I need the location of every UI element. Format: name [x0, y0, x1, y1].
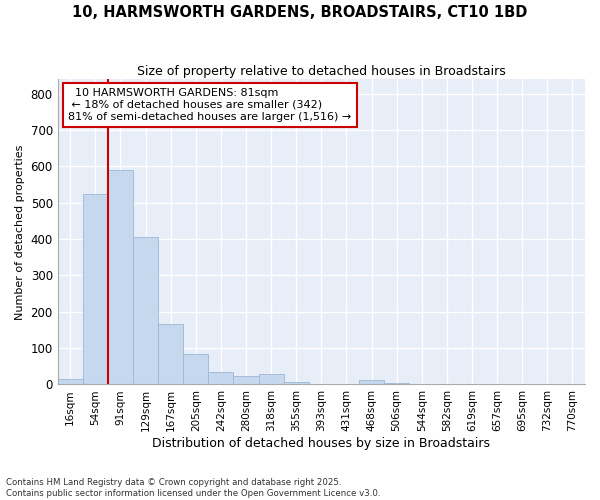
- Text: 10, HARMSWORTH GARDENS, BROADSTAIRS, CT10 1BD: 10, HARMSWORTH GARDENS, BROADSTAIRS, CT1…: [73, 5, 527, 20]
- Bar: [158, 324, 183, 384]
- Bar: [133, 238, 158, 384]
- Bar: [83, 194, 108, 384]
- X-axis label: Distribution of detached houses by size in Broadstairs: Distribution of detached houses by size …: [152, 437, 490, 450]
- Bar: [208, 372, 233, 384]
- Bar: [359, 380, 384, 384]
- Bar: [384, 382, 409, 384]
- Bar: [183, 354, 208, 384]
- Y-axis label: Number of detached properties: Number of detached properties: [15, 144, 25, 320]
- Bar: [108, 170, 133, 384]
- Bar: [259, 374, 284, 384]
- Bar: [58, 379, 83, 384]
- Text: Contains HM Land Registry data © Crown copyright and database right 2025.
Contai: Contains HM Land Registry data © Crown c…: [6, 478, 380, 498]
- Bar: [284, 382, 309, 384]
- Title: Size of property relative to detached houses in Broadstairs: Size of property relative to detached ho…: [137, 65, 506, 78]
- Bar: [233, 376, 259, 384]
- Text: 10 HARMSWORTH GARDENS: 81sqm
 ← 18% of detached houses are smaller (342)
81% of : 10 HARMSWORTH GARDENS: 81sqm ← 18% of de…: [68, 88, 352, 122]
